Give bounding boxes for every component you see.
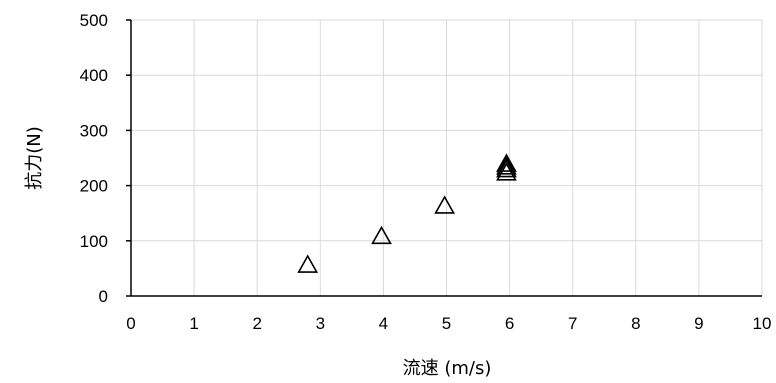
y-tick-label-5: 500 [80, 11, 108, 30]
x-tick-label-9: 9 [694, 314, 703, 333]
y-tick-label-3: 300 [80, 121, 108, 140]
data-point-0-0 [297, 254, 319, 273]
data-point-0-6 [496, 153, 517, 172]
x-tick-label-3: 3 [316, 314, 325, 333]
data-point-0-4 [496, 158, 517, 178]
x-tick-label-7: 7 [568, 314, 577, 333]
data-points [297, 153, 517, 273]
data-point-0-3 [496, 162, 517, 181]
y-tick-label-4: 400 [80, 66, 108, 85]
x-tick-label-5: 5 [442, 314, 451, 333]
x-tick-label-1: 1 [189, 314, 198, 333]
x-tick-label-10: 10 [753, 314, 772, 333]
axes [126, 19, 762, 297]
y-tick-label-1: 100 [80, 232, 108, 251]
x-tick-label-4: 4 [379, 314, 388, 333]
y-tick-label-0: 0 [99, 287, 108, 306]
x-tick-label-2: 2 [252, 314, 261, 333]
x-tick-label-6: 6 [505, 314, 514, 333]
x-tick-label-8: 8 [631, 314, 640, 333]
data-point-0-1 [371, 225, 392, 245]
y-axis-title: 抗力(N) [24, 126, 45, 190]
data-point-0-2 [434, 195, 455, 214]
grid [131, 19, 763, 296]
y-tick-label-2: 200 [80, 177, 108, 196]
x-tick-label-0: 0 [126, 314, 135, 333]
data-point-0-5 [496, 156, 517, 175]
x-axis-title: 流速 (m/s) [403, 358, 492, 379]
